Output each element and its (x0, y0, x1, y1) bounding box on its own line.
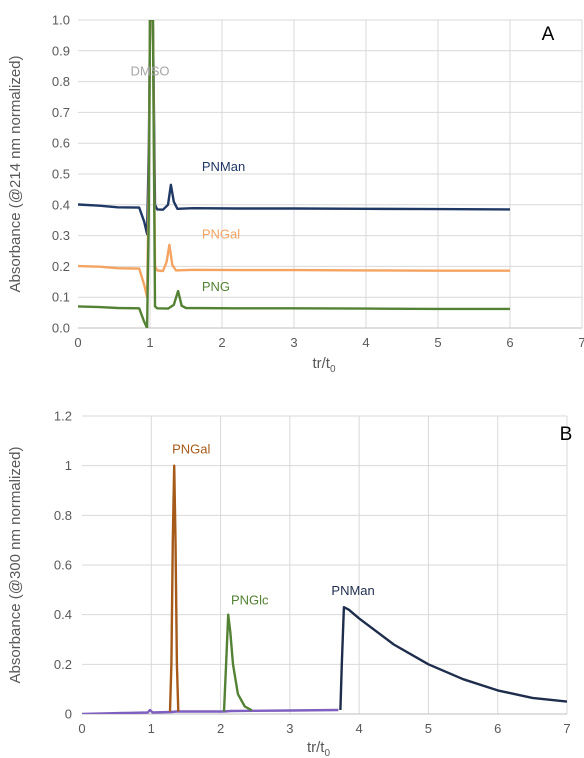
x-tick-label: 5 (425, 721, 432, 736)
x-tick-label: 7 (563, 721, 570, 736)
x-axis-title: tr/t0 (312, 355, 336, 375)
y-tick-label: 0.2 (54, 657, 72, 672)
x-tick-label: 3 (290, 335, 297, 350)
x-tick-label: 6 (494, 721, 501, 736)
y-tick-label: 0.4 (54, 607, 72, 622)
x-tick-label: 1 (148, 721, 155, 736)
series-label-pngal: PNGal (172, 441, 210, 456)
y-tick-label: 0.6 (54, 558, 72, 573)
x-axis-title-subscript: 0 (324, 748, 330, 758)
x-tick-label: 2 (217, 721, 224, 736)
gridlines (78, 19, 583, 328)
panel-label: B (560, 424, 573, 445)
series-label-pnman: PNMan (202, 159, 245, 174)
x-axis-title-main: tr/t (307, 739, 325, 756)
series-label-pnglc: PNGlc (231, 593, 269, 608)
y-tick-label: 1.0 (52, 13, 70, 28)
y-tick-label: 0.3 (52, 228, 70, 243)
x-tick-label: 6 (506, 335, 513, 350)
annotation-label: DMSO (131, 63, 170, 78)
y-tick-label: 0.5 (52, 167, 70, 182)
series-line-pngal (78, 20, 510, 299)
x-tick-label: 1 (146, 335, 153, 350)
y-tick-label: 0.2 (52, 259, 70, 274)
y-tick-label: 0.0 (52, 321, 70, 336)
series-line-baseline (82, 708, 339, 714)
x-tick-label: 0 (78, 721, 85, 736)
y-tick-label: 0.7 (52, 105, 70, 120)
series-label-pngal: PNGal (202, 227, 240, 242)
series-line-pngal (168, 464, 180, 712)
x-tick-label: 2 (218, 335, 225, 350)
y-axis-title: Absorbance (@300 nm normalized) (7, 446, 24, 683)
x-tick-label: 4 (362, 335, 369, 350)
gridlines (82, 415, 568, 714)
chart-panel-b: 0 1 2 3 4 5 6 7 0 0.2 0.4 0.6 0.8 1 1.2 Absorbance (@30… (7, 409, 572, 758)
panel-label: A (542, 24, 555, 45)
chart-panel-a: 0 1 2 3 4 5 6 7 0.0 0.1 0.2 0.3 0.4 0.5 0.6 0.7 0.8 0.9 1.… (7, 13, 584, 376)
series-line-pnman (78, 20, 511, 236)
series-label-pnman: PNMan (331, 583, 374, 598)
x-tick-label: 5 (434, 335, 441, 350)
x-axis-title-main: tr/t (312, 355, 330, 372)
x-tick-label: 7 (578, 335, 584, 350)
x-tick-label: 0 (74, 335, 81, 350)
x-tick-label: 3 (286, 721, 293, 736)
y-axis-title: Absorbance (@214 nm normalized) (7, 55, 24, 292)
y-tick-label: 1 (65, 458, 72, 473)
x-axis-title: tr/t0 (307, 739, 331, 758)
series-line-pnglc (222, 613, 253, 712)
x-tick-label: 4 (356, 721, 363, 736)
y-tick-label: 0.8 (52, 74, 70, 89)
y-tick-label: 0.9 (52, 43, 70, 58)
y-tick-label: 0.4 (52, 197, 70, 212)
series-line-png (78, 20, 510, 328)
y-tick-label: 0.8 (54, 508, 72, 523)
y-tick-label: 0 (65, 707, 72, 722)
series-line-pnman (339, 606, 567, 711)
y-tick-label: 0.6 (52, 136, 70, 151)
x-axis-title-subscript: 0 (330, 364, 336, 375)
y-tick-label: 1.2 (54, 409, 72, 424)
y-tick-label: 0.1 (52, 290, 70, 305)
series-label-png: PNG (202, 279, 230, 294)
